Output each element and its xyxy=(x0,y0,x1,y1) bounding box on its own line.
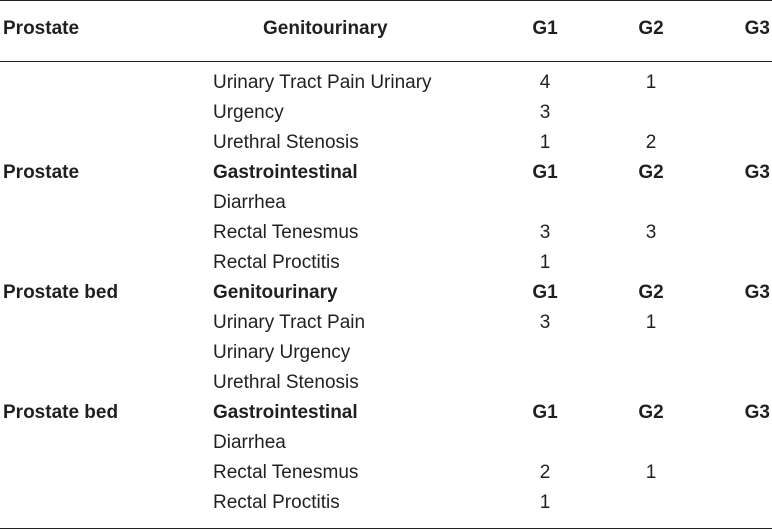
header-g1: G1 xyxy=(532,18,558,39)
section-row: Prostate Gastrointestinal G1 G2 G3 xyxy=(0,158,772,188)
row-toxicity: Rectal Proctitis xyxy=(213,492,340,513)
section-site: Prostate bed xyxy=(3,282,119,303)
section-toxicity: Genitourinary xyxy=(213,282,338,303)
table-row: Urethral Stenosis xyxy=(0,368,772,398)
section-g1: G1 xyxy=(532,282,558,303)
table-row: Urinary Tract Pain Urinary 4 1 xyxy=(0,68,772,98)
table-row: Rectal Proctitis 1 xyxy=(0,488,772,518)
table-row: Urinary Tract Pain 3 1 xyxy=(0,308,772,338)
table-row: Rectal Proctitis 1 xyxy=(0,248,772,278)
row-g2: 2 xyxy=(645,132,657,153)
section-g3: G3 xyxy=(744,402,770,423)
section-toxicity: Gastrointestinal xyxy=(213,402,358,423)
row-g2: 3 xyxy=(645,222,657,243)
section-g3: G3 xyxy=(744,282,770,303)
table-top-rule xyxy=(0,0,772,1)
row-g2: 1 xyxy=(645,312,657,333)
section-site: Prostate bed xyxy=(3,402,119,423)
row-toxicity: Urgency xyxy=(213,102,284,123)
table-header-rule xyxy=(0,61,772,62)
row-g1: 1 xyxy=(539,252,551,273)
row-toxicity: Urethral Stenosis xyxy=(213,372,359,393)
row-toxicity: Urinary Tract Pain Urinary xyxy=(213,72,432,93)
row-g1: 3 xyxy=(539,222,551,243)
row-toxicity: Urethral Stenosis xyxy=(213,132,359,153)
table-bottom-rule xyxy=(0,528,772,529)
table-header-row: Prostate Genitourinary G1 G2 G3 xyxy=(0,14,772,44)
table-row: Urgency 3 xyxy=(0,98,772,128)
row-g2: 1 xyxy=(645,462,657,483)
row-g1: 3 xyxy=(539,312,551,333)
row-toxicity: Urinary Urgency xyxy=(213,342,351,363)
section-site: Prostate xyxy=(3,162,80,183)
section-g3: G3 xyxy=(744,162,770,183)
table-row: Urethral Stenosis 1 2 xyxy=(0,128,772,158)
row-toxicity: Rectal Tenesmus xyxy=(213,222,359,243)
row-toxicity: Rectal Proctitis xyxy=(213,252,340,273)
table-row: Rectal Tenesmus 3 3 xyxy=(0,218,772,248)
section-row: Prostate bed Gastrointestinal G1 G2 G3 xyxy=(0,398,772,428)
section-g2: G2 xyxy=(638,402,664,423)
section-toxicity: Gastrointestinal xyxy=(213,162,358,183)
row-g1: 4 xyxy=(539,72,551,93)
table-row: Diarrhea xyxy=(0,428,772,458)
header-toxicity: Genitourinary xyxy=(263,18,388,39)
table-row: Urinary Urgency xyxy=(0,338,772,368)
section-g2: G2 xyxy=(638,162,664,183)
row-toxicity: Diarrhea xyxy=(213,192,286,213)
table-row: Diarrhea xyxy=(0,188,772,218)
section-g2: G2 xyxy=(638,282,664,303)
row-toxicity: Urinary Tract Pain xyxy=(213,312,366,333)
row-g2: 1 xyxy=(645,72,657,93)
header-g2: G2 xyxy=(638,18,664,39)
section-g1: G1 xyxy=(532,162,558,183)
section-g1: G1 xyxy=(532,402,558,423)
table-row: Rectal Tenesmus 2 1 xyxy=(0,458,772,488)
header-site: Prostate xyxy=(3,18,80,39)
row-g1: 3 xyxy=(539,102,551,123)
row-g1: 2 xyxy=(539,462,551,483)
row-g1: 1 xyxy=(539,492,551,513)
row-toxicity: Diarrhea xyxy=(213,432,286,453)
row-toxicity: Rectal Tenesmus xyxy=(213,462,359,483)
section-row: Prostate bed Genitourinary G1 G2 G3 xyxy=(0,278,772,308)
row-g1: 1 xyxy=(539,132,551,153)
header-g3: G3 xyxy=(744,18,770,39)
